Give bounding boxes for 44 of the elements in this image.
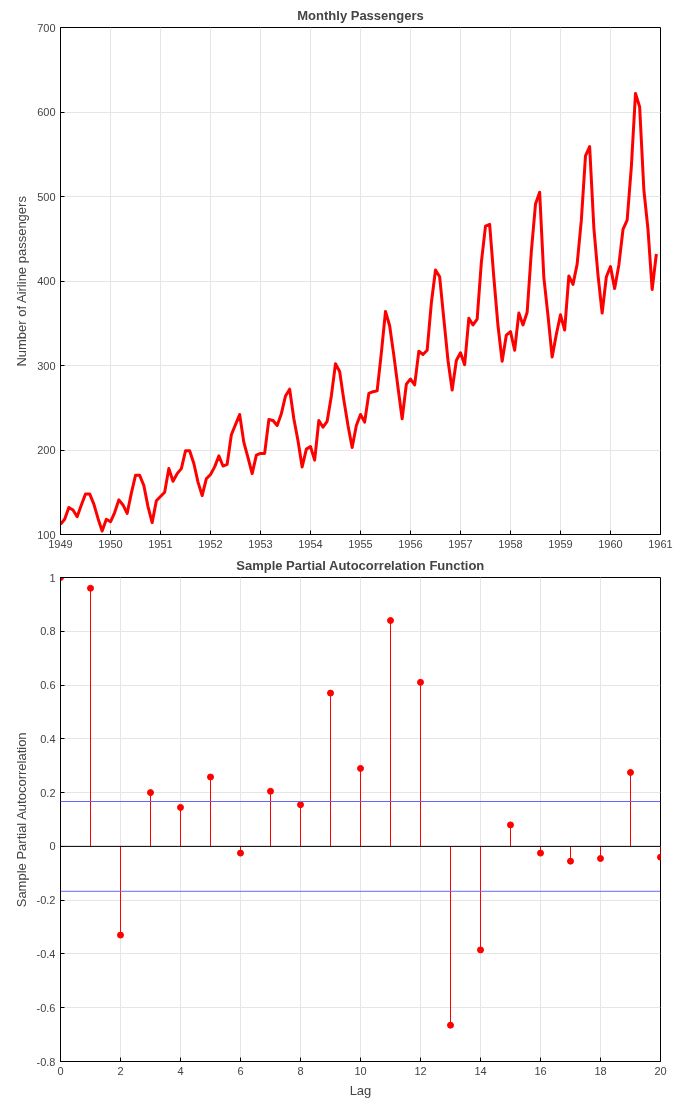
y-tick-label: 700: [37, 21, 56, 34]
y-tick-label: 300: [37, 359, 56, 372]
x-tick-label: 1957: [448, 537, 473, 550]
y-tick-label: 0.2: [40, 786, 56, 799]
y-tick-label: 0: [49, 840, 56, 853]
x-tick-label: 1952: [198, 537, 223, 550]
x-tick-label: 1951: [148, 537, 173, 550]
x-tick-label: 1953: [248, 537, 273, 550]
x-tick-label: 16: [534, 1064, 547, 1077]
chart-title: Monthly Passengers: [297, 7, 424, 23]
x-tick-label: 1959: [548, 537, 573, 550]
y-axis-title: Sample Partial Autocorrelation: [13, 732, 29, 908]
y-axis-title: Number of Airline passengers: [14, 195, 30, 367]
x-tick-label: 1950: [98, 537, 123, 550]
x-tick-label: 1958: [498, 537, 523, 550]
y-tick-label: -0.8: [36, 1055, 56, 1068]
x-axis-title: Lag: [349, 1082, 372, 1098]
y-tick-label: 0.8: [40, 625, 56, 638]
y-tick-label: -0.6: [36, 1001, 56, 1014]
y-tick-label: 0.6: [40, 679, 56, 692]
y-tick-label: 600: [37, 106, 56, 118]
x-tick-label: 18: [594, 1064, 607, 1077]
y-tick-label: 200: [37, 444, 56, 456]
x-tick-label: 2: [117, 1064, 124, 1077]
y-tick-label: 0.4: [40, 732, 56, 745]
y-tick-label: 400: [37, 275, 56, 287]
x-tick-label: 10: [354, 1064, 367, 1077]
x-tick-label: 1956: [398, 537, 423, 550]
y-tick-label: 1: [49, 571, 56, 584]
x-tick-label: 8: [297, 1064, 304, 1077]
x-tick-label: 0: [57, 1064, 64, 1077]
chart-title: Sample Partial Autocorrelation Function: [236, 557, 485, 573]
x-tick-label: 12: [414, 1064, 427, 1077]
y-tick-label: -0.2: [36, 894, 56, 907]
x-tick-label: 20: [654, 1064, 667, 1077]
x-tick-label: 1954: [298, 537, 323, 550]
x-tick-label: 14: [474, 1064, 487, 1077]
x-tick-label: 1955: [348, 537, 373, 550]
x-tick-label: 6: [237, 1064, 244, 1077]
x-tick-label: 1960: [598, 537, 623, 550]
y-tick-label: -0.4: [36, 947, 56, 960]
x-tick-label: 4: [177, 1064, 184, 1077]
x-tick-label: 1961: [648, 537, 673, 550]
y-tick-label: 500: [37, 190, 56, 203]
